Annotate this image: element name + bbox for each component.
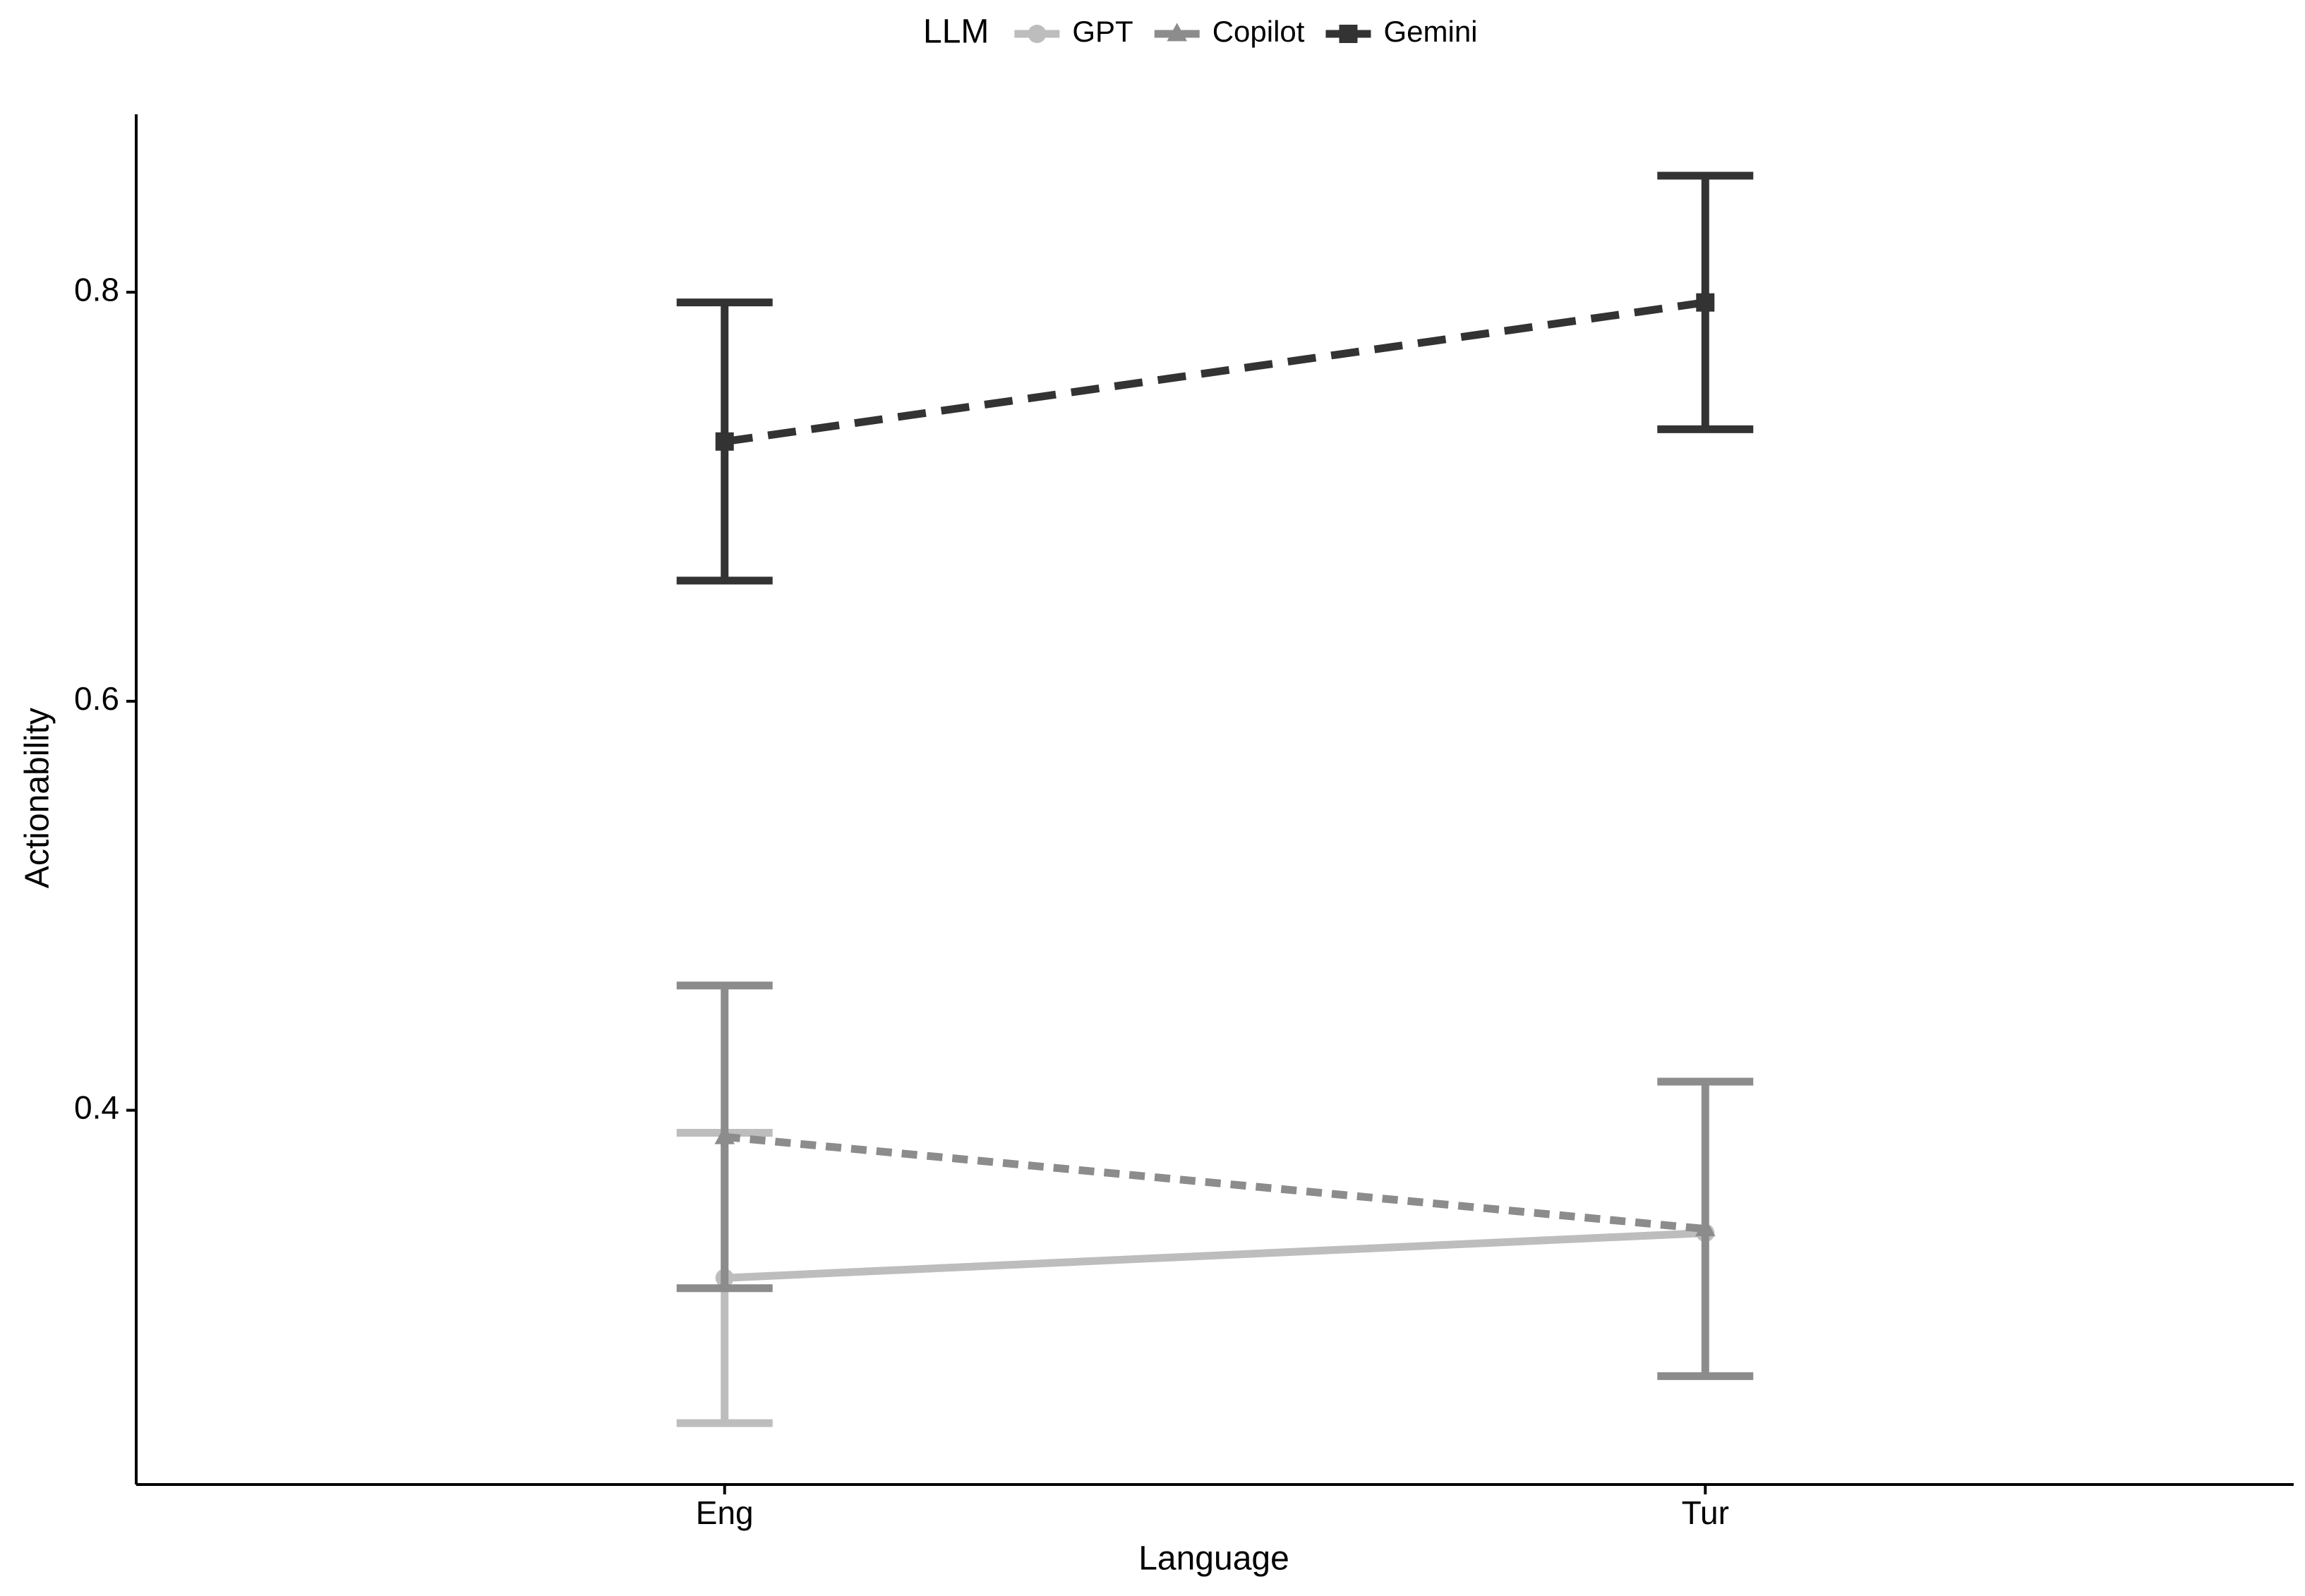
x-tick-label: Eng <box>696 1494 754 1531</box>
legend-marker <box>1028 25 1047 43</box>
legend-label: Copilot <box>1212 15 1305 48</box>
y-axis-title: Actionability <box>19 708 56 888</box>
point <box>715 432 734 451</box>
series-line <box>724 1228 1706 1282</box>
x-axis-title: Language <box>1138 1540 1289 1578</box>
legend-marker <box>1167 23 1188 42</box>
x-tick-label: Tur <box>1682 1494 1729 1531</box>
legend-label: GPT <box>1072 15 1133 48</box>
point <box>1695 1218 1716 1237</box>
point <box>1696 293 1715 312</box>
legend-title: LLM <box>923 13 989 51</box>
series-line <box>723 298 1707 446</box>
legend-marker <box>1339 25 1358 43</box>
y-tick-label: 0.8 <box>74 271 119 308</box>
series-line <box>724 1132 1706 1233</box>
y-tick-label: 0.4 <box>74 1089 119 1126</box>
legend-label: Gemini <box>1383 15 1477 48</box>
y-tick-label: 0.6 <box>74 680 119 717</box>
point <box>714 1125 735 1144</box>
